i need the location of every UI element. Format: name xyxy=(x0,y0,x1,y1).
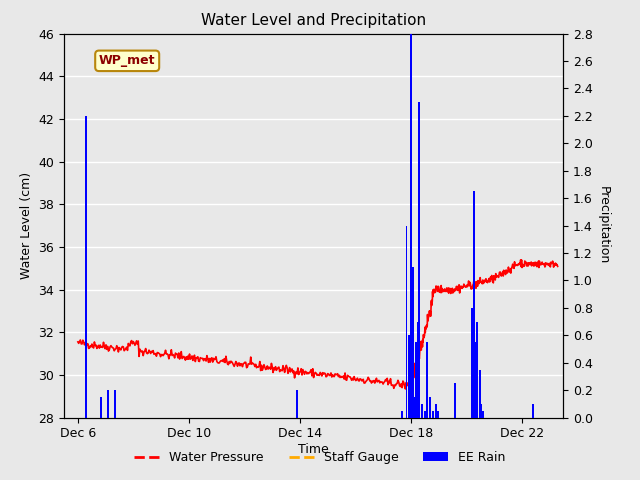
Bar xyxy=(115,390,116,418)
Bar xyxy=(411,336,413,418)
Bar xyxy=(435,404,436,418)
Bar xyxy=(472,342,474,418)
Text: WP_met: WP_met xyxy=(99,54,156,67)
Bar xyxy=(426,342,428,418)
Bar xyxy=(475,342,477,418)
Bar xyxy=(84,116,86,418)
Bar xyxy=(476,322,478,418)
Bar xyxy=(296,390,298,418)
Legend: Water Pressure, Staff Gauge, EE Rain: Water Pressure, Staff Gauge, EE Rain xyxy=(129,446,511,469)
Bar xyxy=(108,390,109,418)
Bar xyxy=(420,404,423,418)
Bar xyxy=(406,226,408,418)
Bar xyxy=(481,404,483,418)
Bar xyxy=(100,397,102,418)
Bar xyxy=(532,404,534,418)
X-axis label: Time: Time xyxy=(298,443,329,456)
Bar xyxy=(412,267,415,418)
Bar xyxy=(410,34,412,418)
Bar xyxy=(470,308,473,418)
Bar xyxy=(432,411,434,418)
Bar xyxy=(479,370,481,418)
Y-axis label: Precipitation: Precipitation xyxy=(596,186,609,265)
Bar xyxy=(418,102,420,418)
Bar xyxy=(417,322,419,418)
Bar xyxy=(482,411,484,418)
Bar xyxy=(408,336,410,418)
Bar xyxy=(474,192,476,418)
Title: Water Level and Precipitation: Water Level and Precipitation xyxy=(201,13,426,28)
Bar xyxy=(437,411,440,418)
Bar xyxy=(401,411,403,418)
Bar xyxy=(415,342,417,418)
Bar xyxy=(429,397,431,418)
Bar xyxy=(414,397,416,418)
Bar xyxy=(454,384,456,418)
Bar xyxy=(424,411,426,418)
Y-axis label: Water Level (cm): Water Level (cm) xyxy=(20,172,33,279)
